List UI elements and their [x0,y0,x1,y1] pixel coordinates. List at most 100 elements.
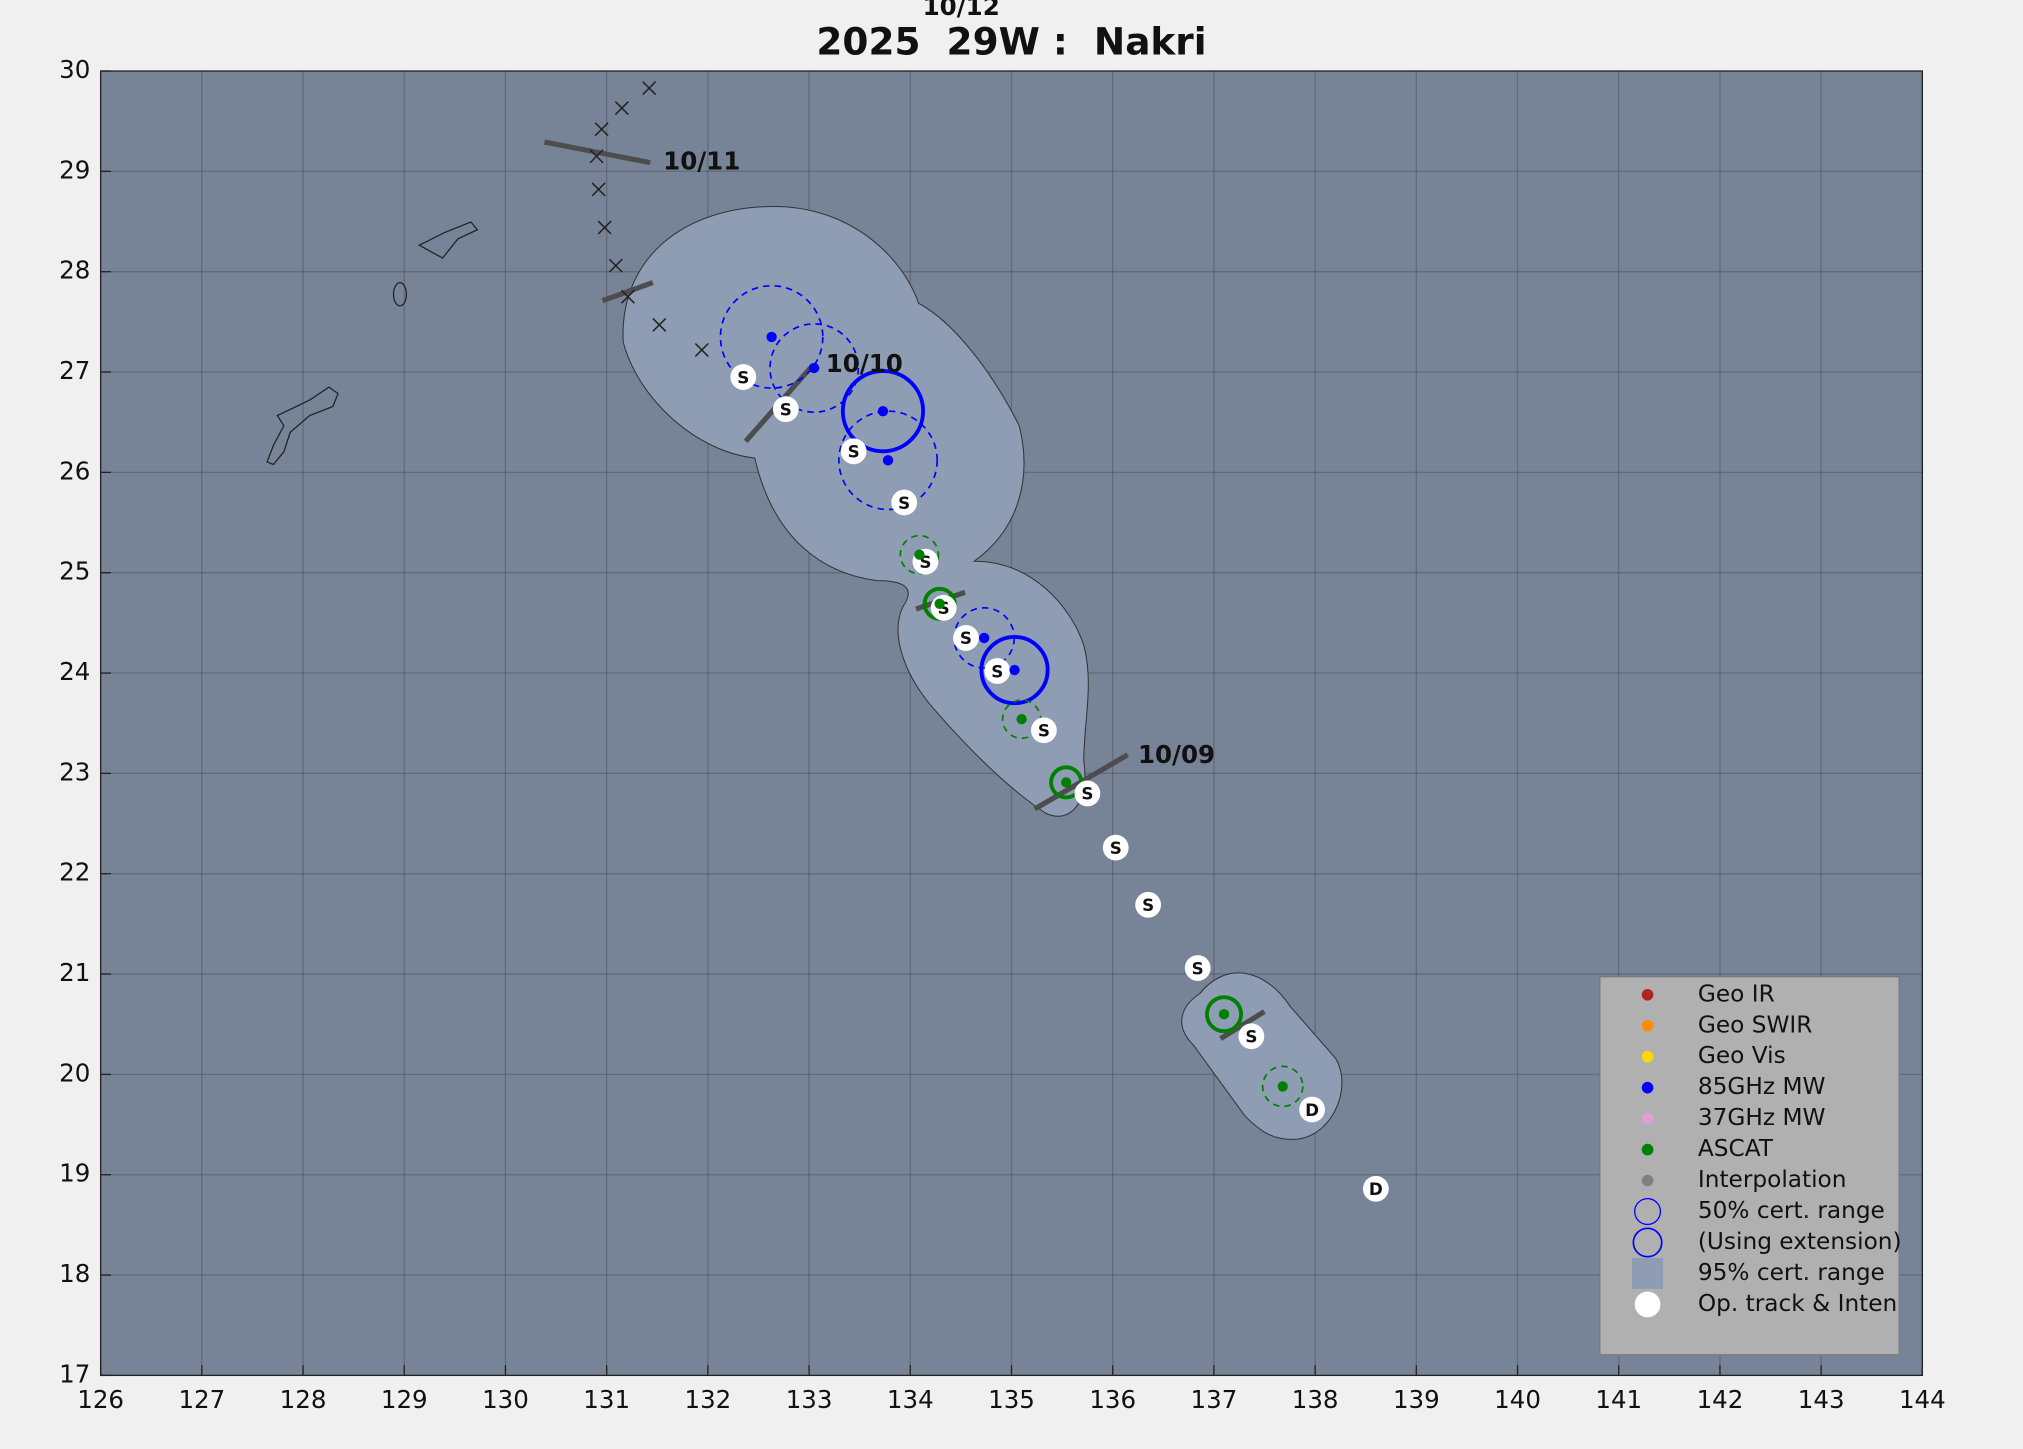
cert-circle [1261,1065,1304,1108]
intensity-label: S [1192,958,1204,978]
op-track-point [772,396,799,423]
legend-marker [1641,1019,1654,1032]
legend-label: 85GHz MW [1698,1073,1826,1100]
forecast-point [620,289,635,304]
y-tick-label: 24 [59,657,90,686]
chart-title: 2025 29W : Nakri [816,19,1206,63]
legend-marker [1641,988,1654,1001]
x-tick-label: 129 [381,1385,428,1414]
forecast-point [594,122,609,137]
y-tick-label: 30 [59,55,90,84]
intensity-label: S [960,628,972,648]
legend-marker [1641,1143,1654,1156]
x-tick-label: 142 [1697,1385,1744,1414]
legend-label: ASCAT [1698,1135,1774,1162]
forecast-point [694,342,709,357]
date-label: 10/11 [663,147,740,176]
intensity-label: D [1305,1100,1319,1120]
x-tick-label: 131 [583,1385,630,1414]
x-tick-label: 134 [887,1385,934,1414]
intensity-label: S [1038,721,1050,741]
islands [266,221,479,466]
legend-label: Geo SWIR [1698,1011,1813,1038]
y-tick-label: 18 [59,1259,90,1288]
y-tick-label: 19 [59,1159,90,1188]
op-track-point [840,438,867,465]
x-tick-label: 136 [1089,1385,1136,1414]
fix-point [1218,1009,1230,1020]
intensity-label: D [1369,1179,1383,1199]
forecast-point [642,81,657,96]
x-tick-label: 126 [77,1385,124,1414]
y-tick-label: 21 [59,958,90,987]
y-tick-label: 25 [59,557,90,586]
fix-point [1060,777,1072,788]
y-tick-label: 17 [59,1359,90,1388]
op-track-point [891,489,918,516]
legend-label: Op. track & Inten [1698,1290,1897,1317]
x-tick-label: 141 [1595,1385,1642,1414]
intensity-label: S [898,493,910,513]
x-tick-label: 130 [482,1385,529,1414]
fix-point [808,362,820,374]
op-track-point [953,625,979,651]
op-track-point [984,658,1011,684]
legend-label: (Using extension) [1698,1228,1902,1255]
x-tick-label: 143 [1798,1385,1845,1414]
op-track-point [730,364,757,390]
y-tick-label: 20 [59,1058,90,1087]
legend-marker [1634,1291,1661,1318]
x-tick-label: 137 [1191,1385,1238,1414]
x-tick-label: 138 [1292,1385,1339,1414]
x-tick-label: 140 [1494,1385,1541,1414]
axes-frame [99,70,1924,1377]
legend-label: 95% cert. range [1698,1259,1885,1286]
fix-point [979,632,990,644]
forecast-point [608,258,623,273]
fix-point [1009,664,1020,676]
x-tick-label: 144 [1899,1385,1946,1414]
fix-point [934,598,945,609]
op-track-point [1135,891,1162,918]
x-tick-label: 127 [178,1385,225,1414]
top-label: 10/12 [923,0,1000,21]
intensity-label: S [1110,838,1122,858]
legend-marker [1641,1112,1654,1125]
legend-marker [1641,1174,1654,1187]
forecast-point [591,182,606,197]
legend-marker [1632,1257,1664,1289]
y-tick-label: 28 [59,256,90,285]
intensity-label: S [780,399,792,419]
intensity-label: S [1245,1027,1257,1047]
legend-label: Geo Vis [1698,1042,1786,1069]
fix-point [1277,1081,1288,1092]
op-track-point [1238,1023,1265,1050]
legend-label: 50% cert. range [1698,1197,1885,1224]
x-tick-label: 132 [684,1385,731,1414]
intensity-label: S [737,367,749,387]
legend-label: Interpolation [1698,1166,1847,1193]
cert-circle [719,284,824,389]
y-tick-label: 23 [59,757,90,786]
forecast-point [597,220,612,235]
date-label: 10/10 [826,349,903,378]
intensity-label: S [991,661,1003,681]
op-track-point [1184,955,1211,981]
fix-point [766,331,777,343]
legend-label: 37GHz MW [1698,1104,1826,1131]
cert-circle [1205,995,1244,1034]
intensity-label: S [1081,784,1093,804]
fix-point [1016,714,1027,725]
op-track-point [1030,717,1057,744]
y-tick-label: 22 [59,858,90,887]
x-tick-label: 139 [1393,1385,1440,1414]
legend: Geo IR Geo SWIR Geo Vis 85GHz MW 37GHz MW ASC… [1599,976,1902,1356]
fix-point [914,549,925,560]
fix-point [877,406,889,417]
forecast-point [652,317,667,332]
cert-circle [840,369,926,454]
legend-marker [1641,1081,1654,1094]
op-track-point [1074,780,1101,807]
